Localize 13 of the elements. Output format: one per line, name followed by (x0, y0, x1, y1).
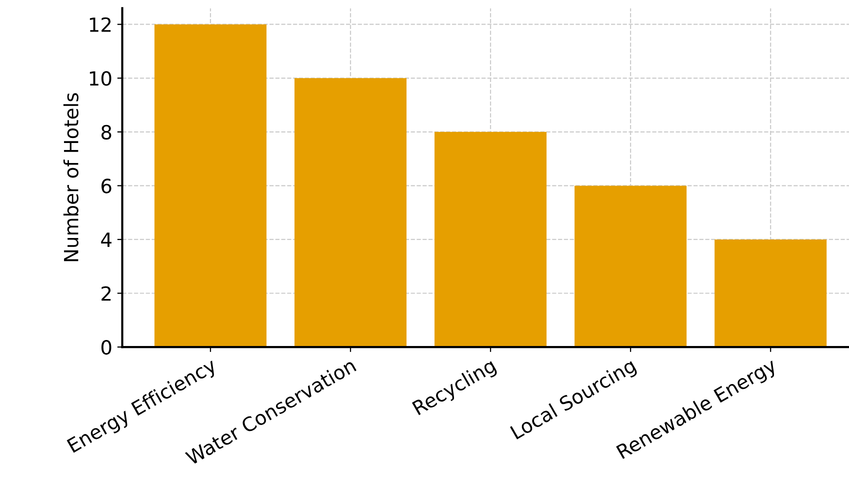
y-tick-label: 4 (101, 232, 112, 247)
y-tick-label: 6 (102, 178, 112, 194)
bar (434, 132, 547, 348)
y-tick-label: 0 (101, 340, 112, 355)
y-axis-title: Number of Hotels (63, 93, 78, 262)
y-tick-label: 2 (102, 286, 111, 301)
y-tick-label: 8 (101, 124, 112, 140)
y-tick-label: 10 (90, 71, 112, 86)
bar (714, 239, 827, 348)
bar (574, 186, 687, 348)
bar (154, 24, 266, 348)
y-tick-label: 12 (90, 17, 111, 32)
bar (294, 78, 407, 348)
